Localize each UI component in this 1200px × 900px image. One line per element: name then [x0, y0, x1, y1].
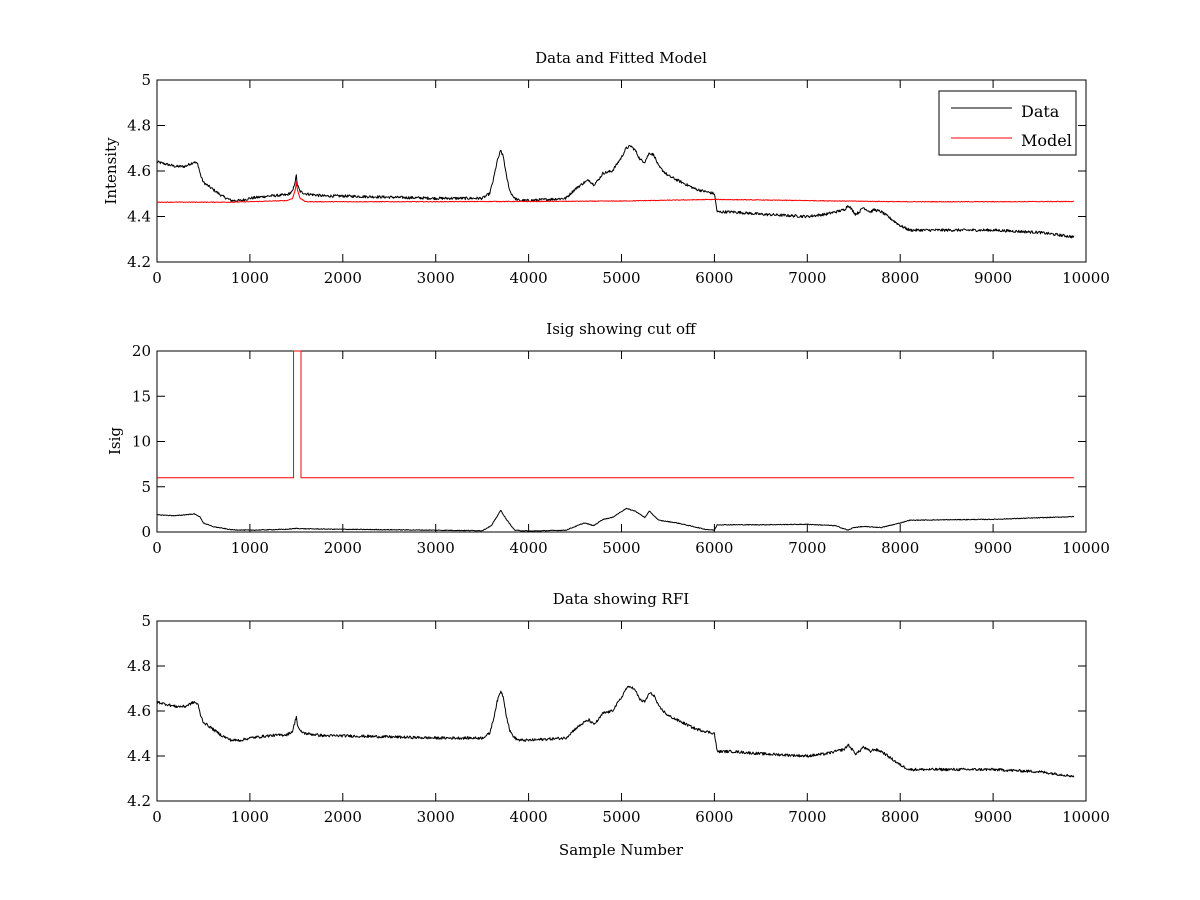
y-tick-label: 4.4: [127, 208, 151, 226]
x-tick-label: 10000: [1062, 808, 1110, 826]
plot-area: [156, 350, 1087, 533]
y-tick-label: 4.4: [127, 747, 151, 765]
legend-box: [938, 90, 1077, 156]
x-tick-label: 9000: [974, 808, 1012, 826]
series-line-series-2: [157, 350, 1074, 479]
y-axis-label: Isig: [106, 427, 124, 455]
x-tick-label: 9000: [974, 539, 1012, 557]
y-tick-label: 10: [132, 433, 151, 451]
x-tick-label: 0: [152, 539, 162, 557]
x-tick-label: 7000: [788, 808, 826, 826]
x-tick-label: 3000: [417, 269, 455, 287]
legend-label-data: Data: [1021, 102, 1060, 121]
series-line-series-1: [156, 507, 1075, 532]
x-axis-label: Sample Number: [559, 841, 684, 859]
x-tick-label: 6000: [695, 269, 733, 287]
series-layer: [156, 145, 1075, 239]
x-tick-label: 8000: [881, 539, 919, 557]
x-tick-label: 7000: [788, 269, 826, 287]
x-tick-label: 9000: [974, 269, 1012, 287]
x-tick-label: 5000: [602, 539, 640, 557]
chart-title: Data and Fitted Model: [535, 49, 707, 67]
series-layer: [156, 350, 1075, 532]
x-tick-label: 10000: [1062, 539, 1110, 557]
series-line-data: [156, 145, 1075, 239]
y-tick-label: 5: [141, 478, 151, 496]
x-tick-label: 8000: [881, 808, 919, 826]
x-tick-label: 4000: [510, 539, 548, 557]
x-tick-label: 1000: [231, 539, 269, 557]
panel-isig-showing-cut-off: 0 1000 2000 3000 4000 5000 6000 7000 8000 9000 100…: [106, 320, 1110, 557]
x-tick-label: 0: [152, 808, 162, 826]
chart-title: Data showing RFI: [553, 590, 689, 608]
x-tick-label: 3000: [417, 808, 455, 826]
y-tick-label: 4.6: [127, 162, 151, 180]
x-tick-label: 5000: [602, 269, 640, 287]
x-tick-label: 7000: [788, 539, 826, 557]
x-tick-label: 5000: [602, 808, 640, 826]
x-tick-label: 4000: [510, 808, 548, 826]
legend-label-model: Model: [1021, 131, 1072, 150]
x-tick-label: 0: [152, 269, 162, 287]
y-tick-label: 5: [141, 612, 151, 630]
x-tick-label: 1000: [231, 808, 269, 826]
y-tick-label: 4.6: [127, 702, 151, 720]
x-tick-label: 2000: [324, 269, 362, 287]
x-tick-label: 3000: [417, 539, 455, 557]
y-tick-label: 0: [141, 523, 151, 541]
y-tick-label: 5: [141, 71, 151, 89]
plot-area: [156, 79, 1087, 263]
y-tick-label: 4.8: [127, 657, 151, 675]
legend: Data Model: [938, 90, 1077, 156]
y-axis-label: Intensity: [102, 137, 120, 205]
y-tick-label: 4.2: [127, 253, 151, 271]
x-tick-label: 2000: [324, 539, 362, 557]
y-tick-label: 4.2: [127, 792, 151, 810]
y-tick-label: 15: [132, 387, 151, 405]
tick-layer: 0 1000 2000 3000 4000 5000 6000 7000 8000 9000 100…: [127, 71, 1110, 287]
x-tick-label: 6000: [695, 539, 733, 557]
y-tick-label: 4.8: [127, 117, 151, 135]
x-tick-label: 8000: [881, 269, 919, 287]
chart-title: Isig showing cut off: [546, 320, 697, 338]
x-tick-label: 2000: [324, 808, 362, 826]
x-tick-label: 1000: [231, 269, 269, 287]
tick-layer: 0 1000 2000 3000 4000 5000 6000 7000 8000 9000 100…: [132, 342, 1110, 557]
panel-data-showing-rfi: 0 1000 2000 3000 4000 5000 6000 7000 8000 9000 100…: [127, 590, 1110, 859]
panel-data-and-fitted-model: 0 1000 2000 3000 4000 5000 6000 7000 8000 9000 100…: [102, 49, 1110, 287]
plot-area: [156, 620, 1087, 802]
x-tick-label: 10000: [1062, 269, 1110, 287]
series-line-model: [156, 181, 1074, 204]
x-tick-label: 4000: [510, 269, 548, 287]
series-line-series-1: [156, 685, 1075, 778]
x-tick-label: 6000: [695, 808, 733, 826]
tick-layer: 0 1000 2000 3000 4000 5000 6000 7000 8000 9000 100…: [127, 612, 1110, 826]
y-tick-label: 20: [132, 342, 151, 360]
series-layer: [156, 685, 1075, 778]
